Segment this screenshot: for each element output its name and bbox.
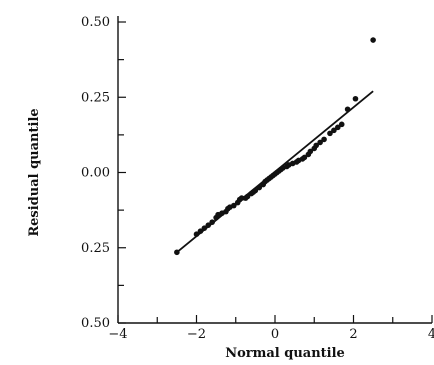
y-axis-label: Residual quantile [27,108,42,236]
y-tick-label: 0.50 [81,316,110,331]
data-point [321,136,327,143]
data-point [238,195,245,201]
y-tick-label: 0.25 [81,90,110,105]
x-axis-label: Normal quantile [225,346,345,361]
data-point [256,184,263,191]
data-point [335,124,341,131]
x-tick-label: −2 [187,327,206,342]
data-point [338,121,345,128]
x-tick-label: −4 [108,327,127,342]
data-point [331,127,337,134]
data-point [205,222,212,228]
data-point [230,202,237,209]
x-tick-labels: −4 −2 0 2 4 [108,327,434,342]
y-tick-labels: 0.50 0.25 0.00 0.25 0.50 [81,15,110,331]
data-point [370,37,376,43]
data-point [209,219,215,225]
x-tick-label: 4 [428,327,434,342]
x-tick-label: 0 [271,327,279,342]
x-tick-label: 2 [349,327,357,342]
data-point [327,130,333,137]
data-point [201,225,208,231]
data-point [244,193,251,200]
tick-marks [117,21,433,324]
data-point [301,154,308,161]
data-point [344,106,351,113]
data-point [193,231,200,238]
data-point [197,228,204,234]
y-tick-label: 0.50 [81,15,110,30]
y-tick-label: 0.00 [81,166,110,181]
data-point [317,139,323,146]
data-point [352,95,359,102]
data-point [174,249,180,256]
y-tick-label: 0.25 [81,241,110,256]
data-point [307,148,314,155]
data-points [174,37,376,256]
data-point [313,142,320,149]
data-point [252,187,259,194]
